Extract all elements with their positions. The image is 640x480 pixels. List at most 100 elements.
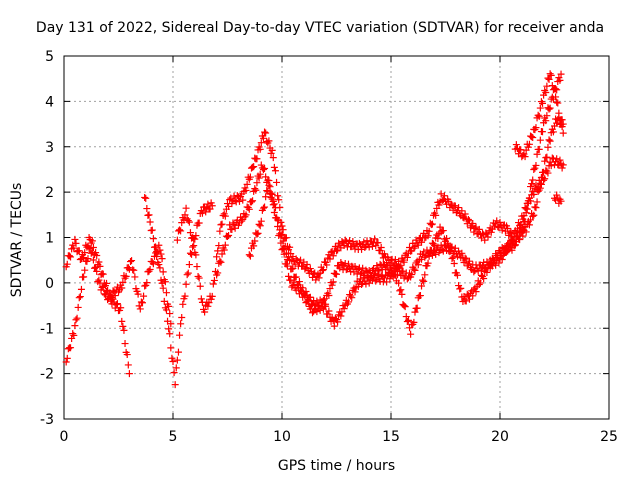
data-point bbox=[448, 255, 456, 263]
data-point bbox=[152, 243, 160, 251]
data-point bbox=[257, 139, 265, 147]
data-point bbox=[277, 239, 285, 247]
data-point bbox=[89, 256, 97, 264]
data-point bbox=[165, 325, 173, 333]
y-axis-label-wrap: SDTVAR / TECUs bbox=[2, 80, 32, 400]
data-point bbox=[261, 203, 269, 211]
data-point bbox=[517, 220, 525, 228]
data-point bbox=[336, 264, 344, 272]
data-point bbox=[80, 254, 88, 262]
data-point bbox=[244, 204, 252, 212]
data-point bbox=[123, 351, 131, 359]
data-point bbox=[250, 163, 258, 171]
data-point bbox=[155, 241, 163, 249]
data-point bbox=[532, 124, 540, 132]
data-point bbox=[465, 257, 473, 265]
data-point bbox=[264, 187, 272, 195]
data-point bbox=[529, 176, 537, 184]
data-point bbox=[434, 234, 442, 242]
data-point bbox=[438, 197, 446, 205]
data-point bbox=[93, 251, 101, 259]
data-point bbox=[221, 241, 229, 249]
data-point bbox=[255, 174, 263, 182]
data-point bbox=[158, 255, 166, 263]
data-point bbox=[261, 165, 269, 173]
y-tick-label: 4 bbox=[45, 94, 54, 110]
data-point bbox=[231, 197, 239, 205]
y-tick-label: -3 bbox=[40, 412, 54, 428]
data-point bbox=[529, 212, 537, 220]
data-point bbox=[73, 314, 81, 322]
data-point bbox=[72, 239, 80, 247]
data-point bbox=[416, 292, 424, 300]
chart-title: Day 131 of 2022, Sidereal Day-to-day VTE… bbox=[35, 20, 605, 36]
data-point bbox=[80, 273, 88, 281]
data-point bbox=[371, 235, 379, 243]
data-point bbox=[62, 358, 70, 366]
data-point bbox=[529, 134, 537, 142]
data-point bbox=[279, 244, 287, 252]
data-point bbox=[172, 364, 180, 372]
data-point bbox=[140, 292, 148, 300]
data-point bbox=[216, 257, 224, 265]
data-point bbox=[504, 224, 512, 232]
data-point bbox=[528, 133, 536, 141]
data-point bbox=[182, 204, 190, 212]
data-point bbox=[495, 259, 503, 267]
data-point bbox=[461, 210, 469, 218]
data-point bbox=[83, 243, 91, 251]
data-point bbox=[117, 304, 125, 312]
data-point bbox=[521, 153, 529, 161]
data-point bbox=[122, 272, 130, 280]
data-point bbox=[250, 242, 258, 250]
data-point bbox=[532, 204, 540, 212]
data-point bbox=[93, 267, 101, 275]
data-point bbox=[544, 143, 552, 151]
data-point bbox=[537, 98, 545, 106]
data-point bbox=[192, 251, 200, 259]
data-point bbox=[520, 212, 528, 220]
data-point bbox=[469, 220, 477, 228]
data-point bbox=[368, 242, 376, 250]
data-point bbox=[186, 249, 194, 257]
data-point bbox=[238, 217, 246, 225]
data-point bbox=[285, 253, 293, 261]
data-point bbox=[403, 253, 411, 261]
data-point bbox=[556, 76, 564, 84]
data-point bbox=[161, 278, 169, 286]
data-point bbox=[256, 145, 264, 153]
data-point bbox=[315, 274, 323, 282]
data-point bbox=[457, 284, 465, 292]
data-point bbox=[169, 357, 177, 365]
data-point bbox=[201, 308, 209, 316]
data-point bbox=[313, 297, 321, 305]
data-point bbox=[494, 223, 502, 231]
data-point bbox=[267, 193, 275, 201]
data-point bbox=[292, 255, 300, 263]
data-point bbox=[539, 128, 547, 136]
data-point bbox=[267, 149, 275, 157]
data-point bbox=[559, 161, 567, 169]
x-tick-label: 25 bbox=[600, 429, 618, 445]
data-point bbox=[515, 235, 523, 243]
data-point bbox=[309, 309, 317, 317]
data-point bbox=[70, 244, 78, 252]
data-point bbox=[253, 179, 261, 187]
data-point bbox=[182, 280, 190, 288]
data-point bbox=[488, 262, 496, 270]
data-point bbox=[435, 201, 443, 209]
data-point bbox=[410, 318, 418, 326]
data-point bbox=[89, 244, 97, 252]
data-point bbox=[536, 179, 544, 187]
data-point bbox=[162, 306, 170, 314]
data-point bbox=[340, 242, 348, 250]
data-point bbox=[516, 222, 524, 230]
data-point bbox=[119, 278, 127, 286]
data-point bbox=[215, 242, 223, 250]
data-point bbox=[109, 287, 117, 295]
data-point bbox=[559, 129, 567, 137]
data-point bbox=[396, 287, 404, 295]
data-point bbox=[510, 242, 518, 250]
data-point bbox=[355, 239, 363, 247]
data-point bbox=[404, 316, 412, 324]
